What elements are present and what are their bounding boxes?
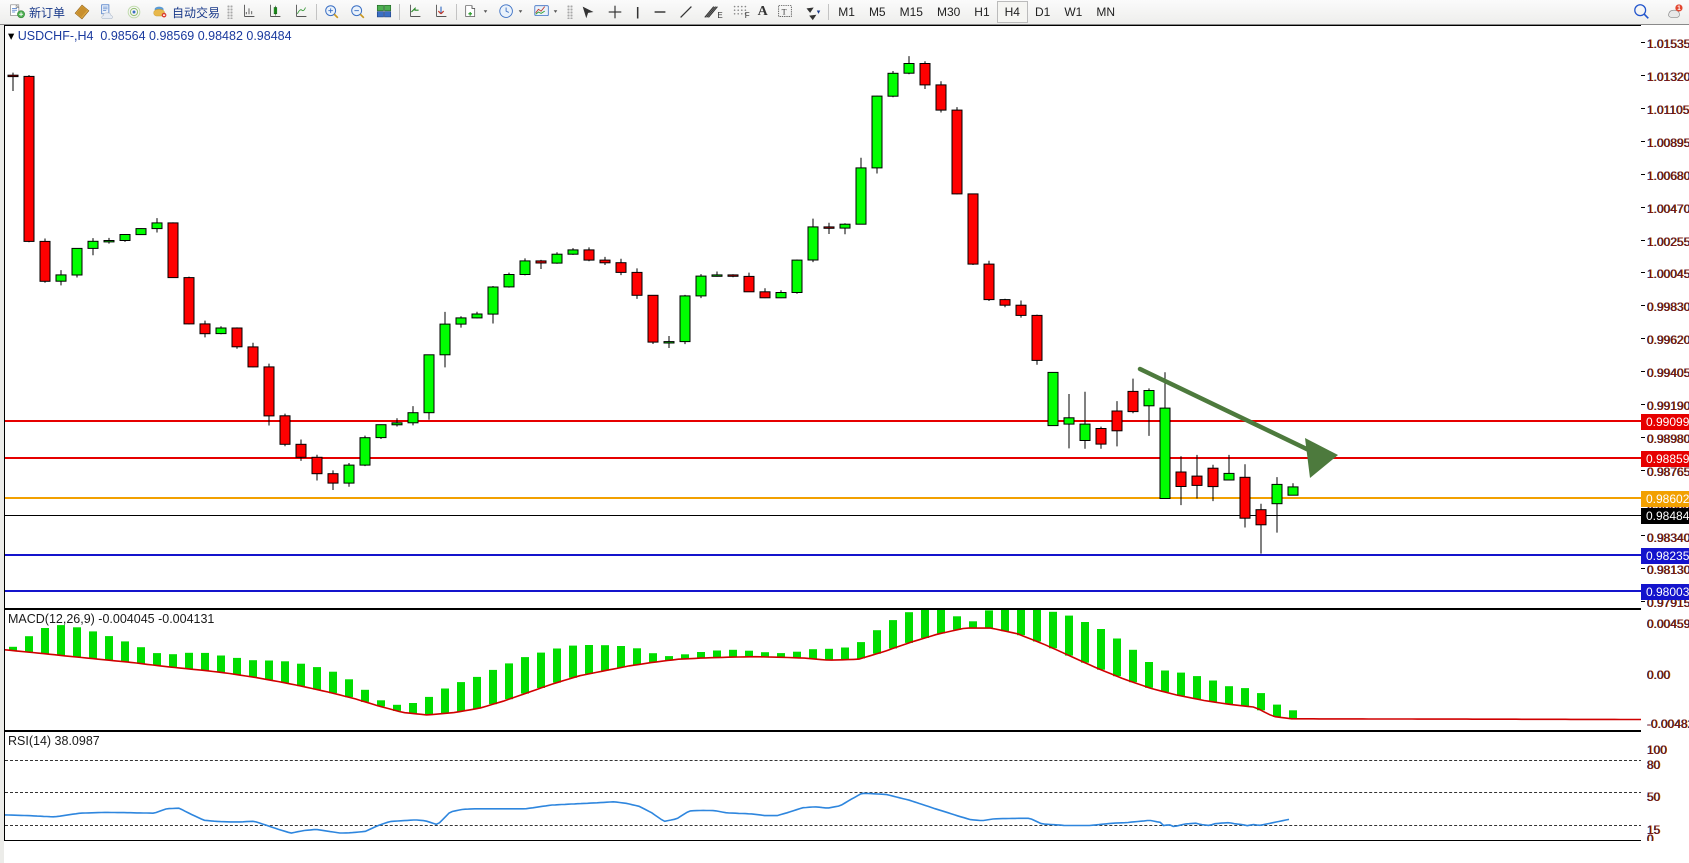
svg-text:T: T bbox=[781, 8, 786, 17]
svg-text:1: 1 bbox=[1677, 5, 1681, 12]
